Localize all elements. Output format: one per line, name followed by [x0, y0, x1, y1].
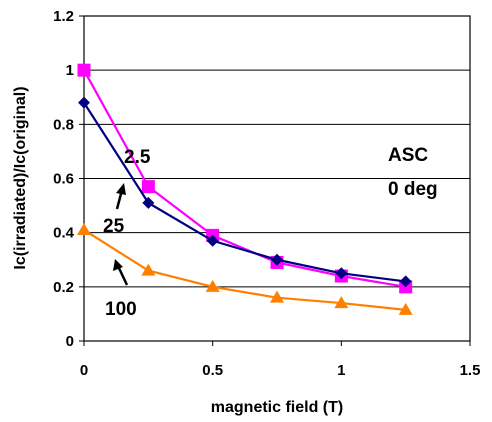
- x-tick-label: 1: [337, 362, 345, 379]
- data-point-diamond: [399, 275, 412, 288]
- x-axis-title: magnetic field (T): [211, 399, 343, 416]
- arrow-100-shaft: [116, 265, 129, 286]
- y-axis-title: Ic(irradiated)/Ic(original): [12, 86, 29, 269]
- x-tick-label: 0: [80, 362, 88, 379]
- data-point-triangle: [77, 222, 91, 235]
- annotations: 2.5 25 100 ASC 0 deg: [103, 145, 438, 320]
- series-diamond: [78, 96, 412, 288]
- data-point-square: [141, 180, 155, 194]
- data-point-triangle: [398, 302, 413, 315]
- series-group: [77, 63, 413, 315]
- x-tick-label: 1.5: [460, 362, 481, 379]
- x-tick-label: 0.5: [202, 362, 223, 379]
- annotation-100: 100: [105, 299, 137, 320]
- axis-ticks: 0 0.2 0.4 0.6 0.8 1 1.2 0 0.5 1 1.5: [53, 8, 480, 379]
- arrow-100-head: [113, 259, 123, 271]
- data-point-diamond: [78, 96, 90, 109]
- annotation-25: 25: [103, 216, 125, 237]
- annotation-asc: ASC: [388, 145, 428, 166]
- data-point-triangle: [205, 279, 220, 292]
- data-point-triangle: [270, 290, 284, 303]
- data-point-triangle: [334, 296, 349, 309]
- annotation-2-5: 2.5: [124, 147, 151, 168]
- y-tick-label: 0.2: [53, 279, 74, 296]
- data-point-diamond: [206, 234, 219, 247]
- series-triangle: [77, 222, 413, 315]
- annotation-0-deg: 0 deg: [388, 179, 438, 200]
- data-point-diamond: [142, 196, 155, 209]
- y-tick-label: 0: [66, 333, 74, 350]
- y-tick-label: 0.8: [53, 116, 74, 133]
- arrow-25-head: [116, 183, 126, 195]
- data-point-diamond: [271, 253, 283, 266]
- y-tick-label: 1: [66, 62, 74, 79]
- y-tick-label: 0.4: [53, 225, 75, 242]
- series-line: [83, 229, 406, 311]
- y-tick-label: 0.6: [53, 171, 74, 188]
- series-line: [83, 102, 406, 283]
- data-point-diamond: [335, 267, 348, 280]
- y-tick-label: 1.2: [53, 8, 74, 25]
- data-point-triangle: [141, 263, 156, 276]
- data-point-square: [77, 63, 91, 77]
- series-line: [83, 69, 406, 288]
